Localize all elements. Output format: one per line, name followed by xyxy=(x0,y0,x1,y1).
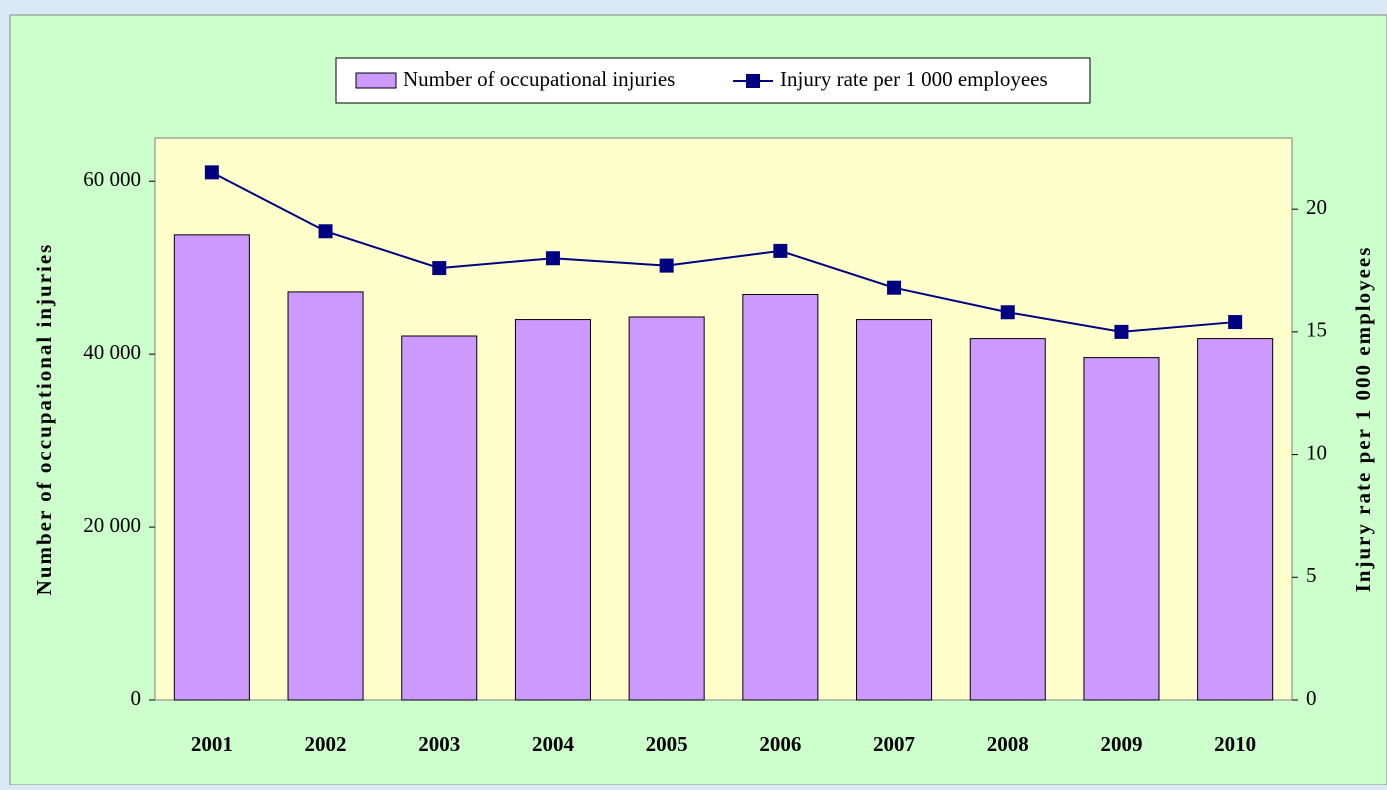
x-tick-label: 2008 xyxy=(987,732,1029,756)
legend-label: Number of occupational injuries xyxy=(403,67,675,91)
y2-tick-label: 20 xyxy=(1306,195,1327,219)
line-marker xyxy=(318,224,333,239)
bar xyxy=(401,335,478,701)
x-tick-label: 2006 xyxy=(759,732,801,756)
y-axis-label: Number of occupational injuries xyxy=(32,243,56,596)
line-marker xyxy=(1228,315,1243,330)
bar xyxy=(514,319,591,701)
x-tick-label: 2010 xyxy=(1214,732,1256,756)
y-tick-label: 40 000 xyxy=(83,340,141,364)
bar xyxy=(856,319,933,701)
legend-swatch xyxy=(746,74,760,88)
bar xyxy=(742,293,819,701)
y2-tick-label: 5 xyxy=(1306,563,1317,587)
y2-tick-label: 0 xyxy=(1306,686,1317,710)
bar xyxy=(628,316,705,701)
x-tick-label: 2005 xyxy=(646,732,688,756)
legend-label: Injury rate per 1 000 employees xyxy=(780,67,1048,91)
bar xyxy=(173,234,250,701)
bar xyxy=(287,291,364,701)
y2-axis-label: Injury rate per 1 000 employees xyxy=(1351,246,1375,593)
y-tick-label: 20 000 xyxy=(83,513,141,537)
bar xyxy=(1083,357,1160,701)
y-tick-label: 0 xyxy=(131,686,142,710)
line-marker xyxy=(1114,324,1129,339)
line-marker xyxy=(887,280,902,295)
y2-tick-label: 15 xyxy=(1306,318,1327,342)
x-tick-label: 2003 xyxy=(418,732,460,756)
line-marker xyxy=(545,251,560,266)
x-tick-label: 2007 xyxy=(873,732,915,756)
line-marker xyxy=(1000,305,1015,320)
legend xyxy=(335,57,1091,104)
legend-swatch xyxy=(355,72,397,89)
line xyxy=(211,171,1236,333)
line-marker xyxy=(773,243,788,258)
line-marker xyxy=(432,261,447,276)
x-tick-label: 2002 xyxy=(305,732,347,756)
y-tick-label: 60 000 xyxy=(83,167,141,191)
y2-tick-label: 10 xyxy=(1306,440,1327,464)
line-marker xyxy=(659,258,674,273)
x-tick-label: 2004 xyxy=(532,732,575,756)
x-tick-label: 2009 xyxy=(1100,732,1142,756)
line-marker xyxy=(204,165,219,180)
x-tick-label: 2001 xyxy=(191,732,233,756)
bar xyxy=(969,338,1046,701)
bar xyxy=(1197,338,1274,701)
